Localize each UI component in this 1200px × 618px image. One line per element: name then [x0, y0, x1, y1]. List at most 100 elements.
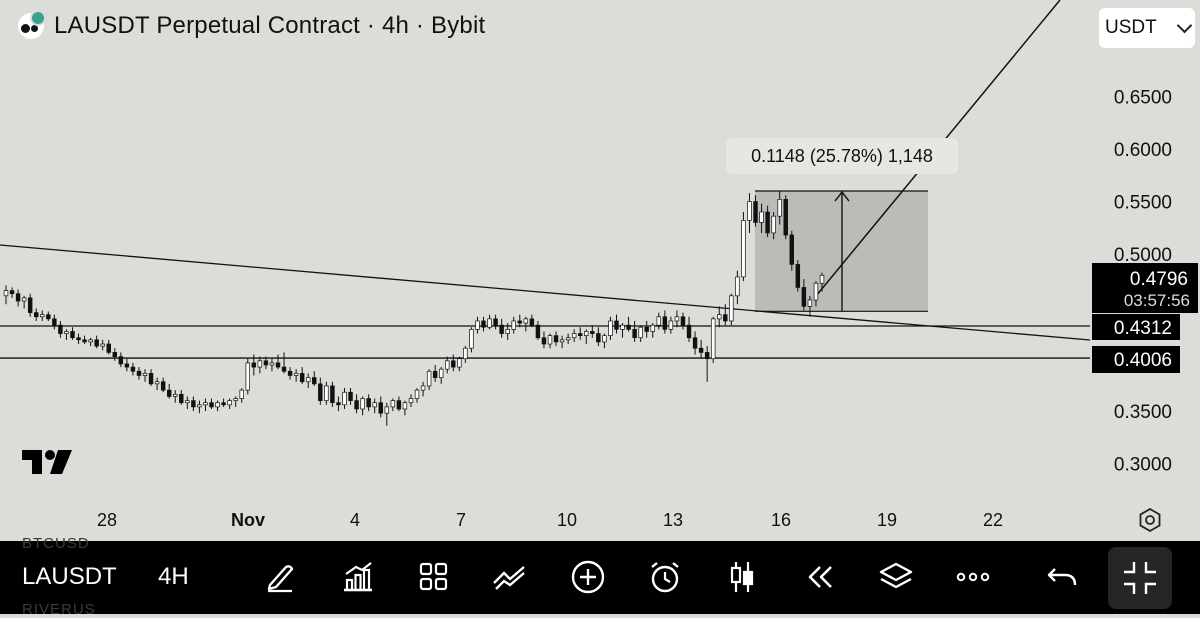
layers-icon[interactable]: [878, 559, 914, 595]
candle-body: [142, 373, 148, 376]
candle-body: [130, 366, 136, 372]
collapse-icon: [1124, 562, 1156, 594]
candle-body: [451, 360, 456, 368]
candle-body: [783, 199, 788, 236]
descending-trendline[interactable]: [0, 244, 1091, 341]
candle-body: [686, 324, 692, 339]
candle-body: [342, 391, 347, 406]
candle-body: [305, 377, 311, 383]
candle-body: [100, 343, 105, 347]
x-tick-label: 28: [97, 510, 117, 530]
candle-body: [457, 358, 462, 368]
level-1-value: 0.4312: [1114, 318, 1172, 339]
candle-body: [94, 339, 99, 347]
candle-body: [517, 320, 523, 324]
candle-body: [475, 320, 480, 330]
symbol-button[interactable]: LAUSDT: [22, 563, 117, 590]
candle-body: [166, 389, 172, 397]
y-tick-label: 0.3000: [1114, 455, 1172, 476]
candle-body: [33, 312, 39, 318]
chart-area[interactable]: 0.1148 (25.78%) 1,148 0.6500 0.6000 0.5500 0…: [0, 0, 1200, 541]
candle-body: [735, 276, 740, 297]
candle-body: [251, 362, 257, 368]
currency-dropdown[interactable]: USDT: [1099, 8, 1195, 48]
candle-body: [257, 360, 263, 368]
ghost-symbol-bottom: RIVERUS: [22, 601, 96, 618]
candle-body: [704, 352, 710, 360]
measure-arrow-head: [834, 190, 850, 202]
candle-icon[interactable]: [724, 559, 760, 595]
candle-body: [650, 324, 655, 332]
alarm-clock-icon[interactable]: [647, 559, 683, 595]
candle-body: [299, 373, 305, 383]
candle-body: [414, 389, 420, 399]
x-tick-label: 19: [877, 510, 897, 530]
collapse-button[interactable]: [1108, 547, 1172, 609]
candle-body: [571, 333, 577, 339]
candle-body: [644, 326, 649, 332]
candle-body: [378, 402, 383, 414]
candle-body: [3, 290, 9, 297]
x-tick-label: Nov: [231, 510, 265, 530]
x-tick-label: 22: [983, 510, 1003, 530]
candle-body: [372, 402, 377, 408]
candle-body: [360, 398, 365, 410]
candle-body: [698, 347, 704, 353]
tradingview-logo-icon[interactable]: [20, 448, 74, 481]
candle-body: [813, 282, 819, 301]
candle-body: [396, 400, 402, 410]
exchange-logo-icon: [18, 10, 46, 39]
candle-body: [21, 297, 27, 302]
trend-lines-icon[interactable]: [492, 559, 528, 595]
candle-body: [64, 331, 69, 334]
x-tick-label: 10: [557, 510, 577, 530]
candle-body: [209, 402, 214, 408]
candle-body: [9, 290, 15, 295]
candle-body: [505, 329, 510, 334]
candle-body: [710, 318, 716, 360]
candle-body: [52, 318, 57, 326]
hexagon-settings-icon[interactable]: [1137, 507, 1163, 538]
candle-body: [408, 398, 414, 404]
candle-body: [185, 400, 190, 404]
x-tick-label: 16: [771, 510, 791, 530]
candle-body: [82, 339, 87, 343]
candle-body: [541, 337, 547, 345]
price-chart[interactable]: 0.1148 (25.78%) 1,148 0.6500 0.6000 0.5500 0…: [0, 0, 1200, 541]
candle-body: [747, 201, 752, 221]
pen-draw-icon[interactable]: [262, 559, 298, 595]
candle-body: [590, 331, 595, 334]
candle-body: [76, 337, 81, 341]
candle-body: [438, 368, 444, 378]
y-tick-label: 0.3500: [1114, 402, 1172, 423]
candle-body: [553, 335, 559, 343]
candle-body: [596, 333, 601, 343]
candle-body: [584, 331, 589, 336]
last-price-value: 0.4796: [1130, 269, 1188, 290]
candle-body: [390, 400, 396, 408]
undo-icon[interactable]: [1045, 559, 1081, 595]
candle-body: [58, 324, 63, 334]
candle-body: [112, 352, 118, 357]
candle-body: [432, 370, 438, 378]
candle-body: [88, 339, 93, 343]
candle-body: [765, 211, 770, 234]
replay-icon[interactable]: [800, 559, 836, 595]
more-icon[interactable]: [955, 559, 991, 595]
y-tick-label: 0.5000: [1114, 245, 1172, 266]
candle-body: [287, 370, 293, 376]
candle-body: [15, 293, 21, 302]
candle-body: [173, 393, 178, 397]
candle-body: [106, 343, 111, 353]
candle-body: [759, 211, 764, 223]
candle-body: [741, 220, 746, 278]
x-tick-label: 7: [456, 510, 466, 530]
measure-label-bg: [726, 138, 958, 174]
candle-body: [487, 318, 492, 328]
candle-body: [179, 393, 184, 404]
add-circle-icon[interactable]: [570, 559, 606, 595]
grid-icon[interactable]: [416, 559, 452, 595]
candle-body: [662, 316, 668, 330]
timeframe-button[interactable]: 4H: [158, 563, 189, 590]
bar-chart-icon[interactable]: [340, 559, 376, 595]
